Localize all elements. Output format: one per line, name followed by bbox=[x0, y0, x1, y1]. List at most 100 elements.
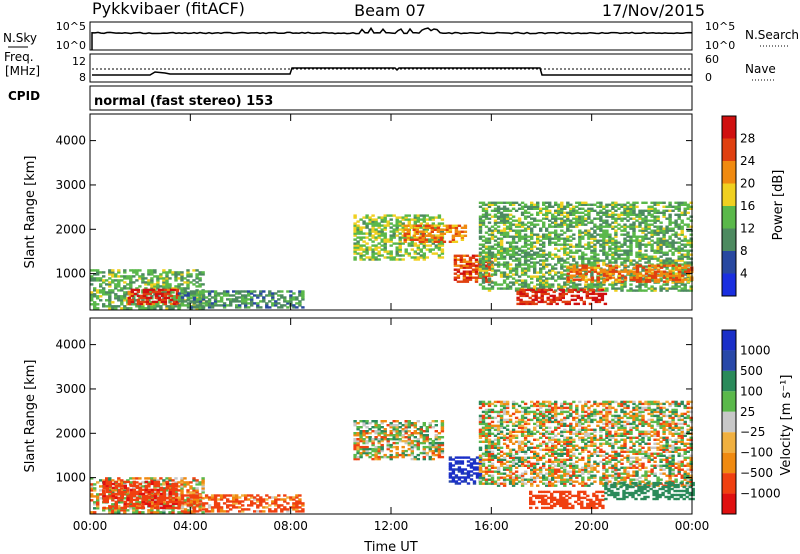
heatmap-cell bbox=[517, 231, 522, 234]
heatmap-cell bbox=[496, 257, 501, 260]
heatmap-cell bbox=[578, 231, 582, 234]
y-tick-label: 2000 bbox=[55, 222, 86, 236]
heatmap-cell bbox=[413, 256, 417, 259]
heatmap-cell bbox=[653, 289, 657, 292]
heatmap-cell bbox=[572, 221, 576, 224]
heatmap-cell bbox=[665, 239, 669, 242]
heatmap-cell bbox=[542, 243, 546, 246]
heatmap-cell bbox=[353, 453, 357, 457]
heatmap-cell bbox=[680, 203, 684, 206]
heatmap-cell bbox=[602, 207, 606, 210]
heatmap-cell bbox=[201, 271, 205, 274]
heatmap-cell bbox=[96, 495, 100, 498]
heatmap-cell bbox=[407, 242, 411, 245]
heatmap-cell bbox=[253, 510, 257, 513]
heatmap-cell bbox=[454, 460, 459, 463]
heatmap-cell bbox=[114, 307, 118, 310]
heatmap-cell bbox=[380, 254, 384, 257]
heatmap-cell bbox=[250, 300, 254, 303]
heatmap-cell bbox=[463, 478, 468, 481]
heatmap-cell bbox=[90, 511, 94, 514]
heatmap-cell bbox=[551, 277, 555, 280]
heatmap-cell bbox=[362, 258, 366, 261]
heatmap-cell bbox=[560, 217, 564, 220]
heatmap-cell bbox=[608, 241, 612, 244]
heatmap-cell bbox=[484, 217, 489, 220]
heatmap-cell bbox=[105, 305, 109, 308]
heatmap-cell bbox=[539, 269, 543, 272]
heatmap-cell bbox=[410, 244, 414, 247]
heatmap-cell bbox=[226, 494, 230, 497]
heatmap-cell bbox=[680, 225, 684, 228]
heatmap-cell bbox=[499, 221, 504, 224]
heatmap-cell bbox=[374, 426, 378, 429]
heatmap-cell bbox=[147, 481, 151, 484]
heatmap-cell bbox=[301, 510, 305, 513]
heatmap-cell bbox=[195, 489, 199, 492]
heatmap-cell bbox=[641, 274, 646, 277]
heatmap-cell bbox=[114, 492, 118, 496]
heatmap-cell bbox=[99, 283, 103, 286]
heatmap-cell bbox=[105, 496, 109, 500]
heatmap-cell bbox=[132, 480, 136, 484]
heatmap-cell bbox=[542, 213, 546, 216]
heatmap-cell bbox=[647, 268, 652, 271]
heatmap-cell bbox=[163, 296, 168, 300]
heatmap-cell bbox=[365, 436, 369, 439]
heatmap-cell bbox=[465, 272, 470, 275]
heatmap-cell bbox=[168, 307, 172, 310]
heatmap-cell bbox=[171, 511, 175, 514]
heatmap-cell bbox=[508, 271, 513, 274]
heatmap-cell bbox=[665, 289, 669, 292]
heatmap-cell bbox=[401, 224, 405, 227]
heatmap-cell bbox=[481, 223, 486, 226]
heatmap-cell bbox=[448, 474, 453, 477]
heatmap-cell bbox=[608, 274, 613, 277]
heatmap-cell bbox=[141, 496, 146, 500]
heatmap-cell bbox=[162, 271, 166, 274]
heatmap-cell bbox=[201, 489, 205, 492]
heatmap-cell bbox=[289, 498, 293, 501]
heatmap-cell bbox=[683, 253, 687, 256]
heatmap-cell bbox=[468, 278, 473, 281]
heatmap-cell bbox=[195, 298, 200, 301]
heatmap-cell bbox=[130, 300, 134, 304]
heatmap-cell bbox=[90, 291, 94, 294]
heatmap-cell bbox=[431, 218, 435, 221]
heatmap-cell bbox=[172, 302, 177, 306]
heatmap-cell bbox=[138, 505, 142, 508]
heatmap-cell bbox=[548, 263, 552, 266]
heatmap-cell bbox=[401, 451, 405, 455]
heatmap-cell bbox=[508, 209, 513, 212]
heatmap-cell bbox=[539, 255, 543, 258]
heatmap-cell bbox=[684, 278, 688, 281]
heatmap-cell bbox=[147, 500, 152, 504]
heatmap-cell bbox=[554, 263, 558, 266]
heatmap-cell bbox=[141, 511, 145, 514]
heatmap-cell bbox=[141, 485, 145, 488]
heatmap-cell bbox=[453, 262, 458, 265]
heatmap-cell bbox=[650, 289, 654, 292]
heatmap-cell bbox=[451, 472, 456, 475]
heatmap-cell bbox=[201, 508, 206, 511]
heatmap-cell bbox=[434, 244, 438, 247]
heatmap-cell bbox=[496, 237, 501, 240]
heatmap-cell bbox=[617, 253, 621, 256]
heatmap-cell bbox=[120, 501, 124, 504]
heatmap-cell bbox=[99, 489, 103, 492]
heatmap-cell bbox=[448, 456, 453, 459]
heatmap-cell bbox=[159, 511, 163, 514]
heatmap-cell bbox=[166, 288, 171, 292]
heatmap-cell bbox=[560, 287, 564, 290]
heatmap-cell bbox=[413, 218, 417, 221]
heatmap-cell bbox=[487, 287, 492, 290]
heatmap-cell bbox=[195, 294, 200, 297]
heatmap-cell bbox=[481, 476, 486, 479]
heatmap-cell bbox=[147, 477, 151, 480]
heatmap-cell bbox=[647, 231, 651, 234]
heatmap-cell bbox=[442, 232, 447, 235]
heatmap-cell bbox=[359, 252, 363, 255]
heatmap-cell bbox=[629, 217, 633, 220]
heatmap-cell bbox=[392, 424, 396, 427]
heatmap-cell bbox=[620, 203, 624, 206]
